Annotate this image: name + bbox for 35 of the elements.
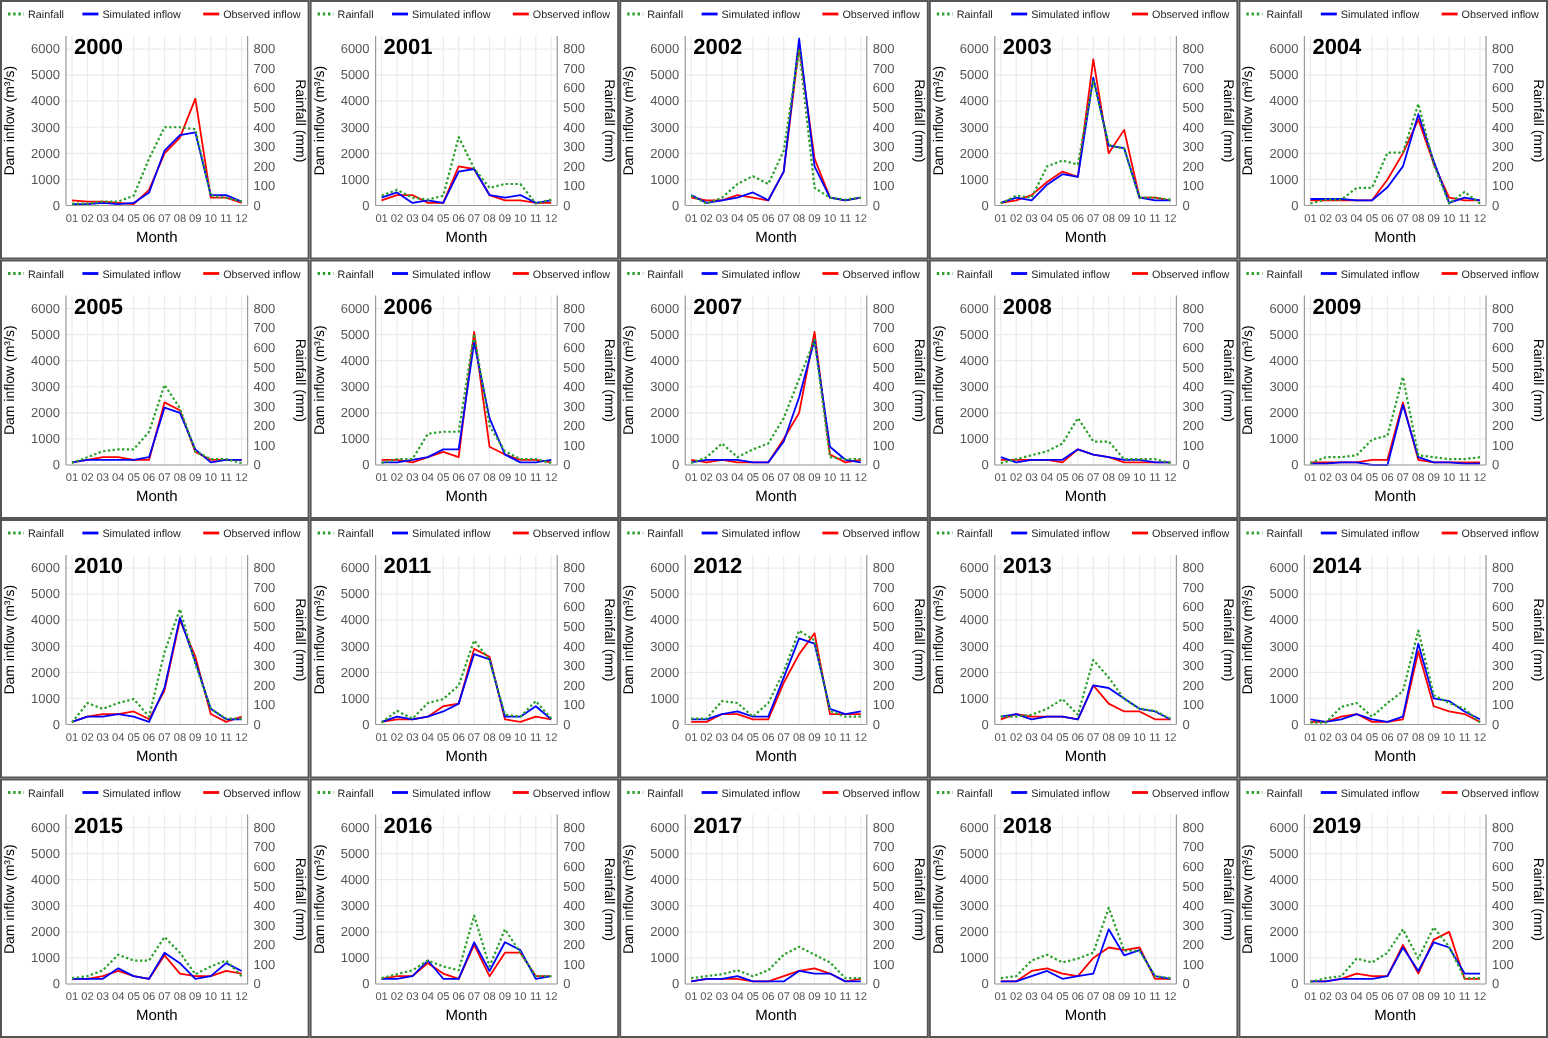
line-series bbox=[70, 935, 243, 980]
chart-title: 2011 bbox=[383, 555, 432, 579]
line-series bbox=[380, 135, 553, 205]
line-series bbox=[690, 945, 862, 980]
chart-title: 2002 bbox=[693, 36, 743, 60]
line-series bbox=[999, 448, 1172, 464]
line-series bbox=[999, 658, 1172, 720]
chart-title: 2004 bbox=[1312, 36, 1364, 60]
chart-title: 2018 bbox=[1002, 814, 1052, 839]
chart-title: 2006 bbox=[383, 295, 433, 320]
line-series bbox=[999, 928, 1172, 983]
chart-title: 2013 bbox=[1002, 555, 1052, 579]
chart-title: 2008 bbox=[1002, 295, 1052, 320]
chart-title: 2012 bbox=[693, 555, 743, 579]
line-series bbox=[1309, 375, 1482, 465]
line-series bbox=[999, 684, 1172, 721]
chart-title: 2014 bbox=[1312, 555, 1364, 579]
chart-title: 2016 bbox=[383, 814, 433, 839]
line-series bbox=[999, 906, 1172, 980]
chart-title: 2015 bbox=[74, 814, 123, 839]
line-series bbox=[1309, 941, 1481, 983]
chart-title: 2017 bbox=[693, 814, 743, 839]
line-series bbox=[70, 383, 243, 465]
chart-title: 2019 bbox=[1312, 814, 1362, 839]
line-series bbox=[1309, 629, 1482, 724]
chart-title: 2001 bbox=[383, 36, 433, 60]
line-series bbox=[999, 416, 1172, 465]
chart-title: 2009 bbox=[1312, 295, 1362, 320]
chart-title: 2007 bbox=[693, 295, 743, 320]
line-series bbox=[71, 97, 243, 206]
line-series bbox=[380, 914, 553, 980]
chart-title: 2010 bbox=[74, 555, 123, 579]
chart-title: 2000 bbox=[74, 36, 123, 60]
chart-title: 2005 bbox=[74, 295, 123, 320]
chart-title: 2003 bbox=[1002, 36, 1052, 60]
